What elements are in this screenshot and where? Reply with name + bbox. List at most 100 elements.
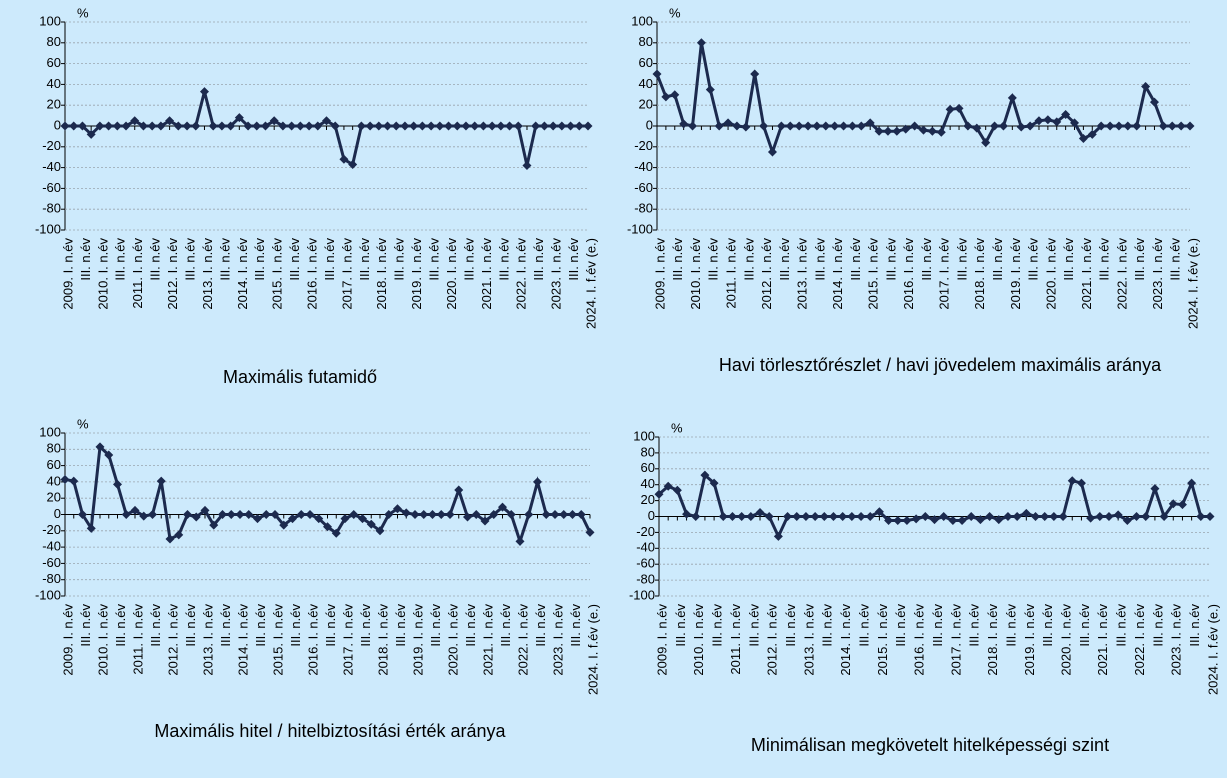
x-tick-label: III. n.év [253,604,268,647]
data-point [1061,110,1071,120]
data-point [963,121,973,131]
data-point [1168,499,1178,509]
x-tick-label: 2015. I. n.év [270,238,285,310]
data-point [654,489,664,499]
data-point [945,104,955,114]
data-point [104,121,114,131]
y-tick-label: 100 [39,13,61,28]
data-point [191,121,201,131]
data-point [305,510,315,519]
x-tick-label: 2014. I. n.év [235,604,250,676]
y-tick-label: 60 [47,457,61,472]
y-tick-label: -40 [634,159,653,174]
x-tick-label: 2024. I. f.év (e.) [583,238,598,329]
y-tick-label: -100 [35,587,61,602]
x-tick-label: 2022. I. n.év [515,604,530,676]
data-point [340,514,350,524]
chart-title: Maximális futamidő [222,367,378,387]
data-point [217,121,227,131]
data-point [838,512,848,521]
data-point [755,508,765,518]
data-point [856,121,866,131]
data-point [323,522,332,532]
data-point [764,512,774,521]
data-point [966,512,976,521]
data-point [819,512,829,521]
x-tick-label: 2021. I. n.év [1079,238,1094,310]
x-tick-label: 2015. I. n.év [875,604,890,676]
y-tick-label: 40 [47,76,61,91]
x-tick-label: III. n.év [746,604,761,647]
y-tick-label: -100 [627,221,653,236]
x-tick-label: III. n.év [357,238,372,281]
x-tick-label: 2010. I. n.év [691,604,706,676]
data-point [104,450,114,460]
data-point [847,121,857,131]
x-tick-label: III. n.év [967,604,982,647]
x-tick-label: 2021. I. n.év [479,238,494,310]
data-point [208,121,218,131]
data-point [278,121,288,131]
x-tick-label: III. n.év [531,238,546,281]
y-tick-label: 20 [641,492,655,507]
data-point [374,121,384,131]
data-point [559,510,569,519]
y-tick-label: 100 [633,428,655,443]
data-point [401,508,411,518]
y-tick-label: -20 [42,138,61,153]
x-tick-label: III. n.év [113,604,128,647]
data-point [391,121,401,131]
data-point [417,121,427,131]
x-tick-label: 2013. I. n.év [200,238,215,310]
x-tick-label: III. n.év [930,604,945,647]
x-tick-label: III. n.év [893,604,908,647]
chart-title: Maximális hitel / hitelbiztosítási érték… [154,721,506,741]
data-point [539,121,549,131]
y-tick-label: -40 [42,539,61,554]
data-point [260,121,270,131]
data-point [1043,115,1053,125]
data-point [234,113,244,123]
data-point [156,476,166,486]
x-tick-label: 2017. I. n.év [948,604,963,676]
x-tick-label: III. n.év [322,238,337,281]
x-tick-label: 2024. I. f.év (e.) [1205,604,1220,695]
data-point [113,479,122,489]
y-tick-label: -20 [636,524,655,539]
data-point [750,69,760,79]
data-point [348,159,358,169]
x-tick-label: III. n.év [358,604,373,647]
data-point [173,121,183,131]
data-point [489,510,499,519]
data-point [375,526,385,536]
data-point [576,510,586,519]
data-point [585,527,595,537]
x-tick-label: 2019. I. n.év [1022,604,1037,676]
x-tick-label: 2020. I. n.év [1059,604,1074,676]
x-tick-label: 2017. I. n.év [340,604,355,676]
x-tick-label: 2015. I. n.év [866,238,881,310]
data-point [691,512,701,521]
data-point [1067,476,1077,486]
data-point [1114,121,1124,131]
data-point [1149,97,1159,107]
x-tick-label: 2018. I. n.év [375,604,390,676]
data-point [69,476,79,486]
data-point [1177,500,1187,510]
y-tick-label: 40 [641,476,655,491]
data-point [95,442,105,452]
data-point [130,505,140,515]
data-point [679,119,689,129]
data-point [785,121,795,131]
data-point [948,515,958,525]
x-tick-label: III. n.év [148,238,163,281]
x-tick-label: 2014. I. n.év [830,238,845,310]
x-tick-label: 2022. I. n.év [514,238,529,310]
x-tick-label: 2013. I. n.év [801,604,816,676]
data-point [1086,513,1096,523]
data-point [1034,116,1044,126]
data-point [892,126,902,136]
x-tick-label: 2024. I. f.év (e.) [585,604,600,695]
x-tick-label: 2020. I. n.év [1043,238,1058,310]
